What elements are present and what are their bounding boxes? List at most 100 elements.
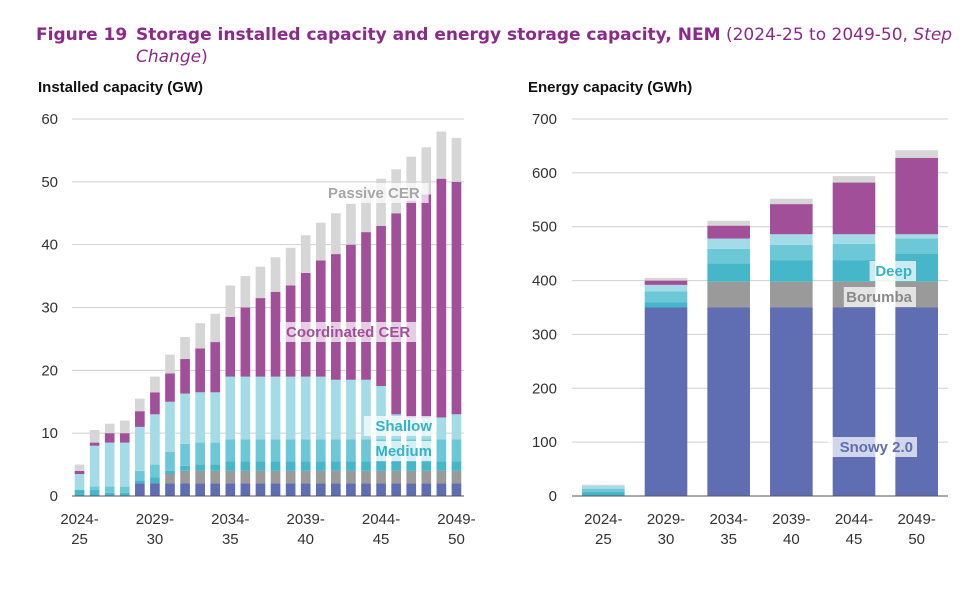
y-tick-label: 600 — [532, 165, 557, 182]
segment-snowy-2-0-2034-35 — [225, 483, 236, 496]
segment-snowy-2-0-2035-36 — [240, 483, 251, 496]
segment-borumba-2036-37 — [255, 470, 266, 484]
segment-borumba-2043-44 — [361, 470, 371, 484]
segment-medium-2046-47 — [406, 461, 417, 471]
segment-coordinated-cer-2031-32 — [180, 359, 190, 394]
segment-medium-2029-30 — [644, 291, 688, 303]
bar-2049-50 — [451, 137, 462, 496]
segment-snowy-2-0-2033-34 — [210, 483, 221, 496]
segment-snowy-2-0-2028-29 — [135, 483, 145, 496]
segment-medium-2035-36 — [240, 461, 251, 471]
segment-passive-cer-2029-30 — [150, 376, 160, 393]
panel-title: Installed capacity (GW) — [38, 79, 203, 96]
segment-borumba-2047-48 — [421, 470, 432, 484]
bar-2039-40 — [300, 235, 311, 496]
segment-passive-cer-2046-47 — [406, 156, 417, 201]
y-tick-label: 200 — [532, 380, 557, 397]
segment-medium-2041-42 — [331, 461, 341, 471]
segment-snowy-2-0-2049-50 — [895, 307, 938, 496]
segment-passive-cer-2027-28 — [119, 420, 130, 434]
segment-shallow-2030-31 — [165, 401, 175, 453]
energy-capacity-chart: Energy capacity (GWh) 0 100 200 300 400 500 600… — [528, 79, 948, 548]
segment-snowy-2-0-2046-47 — [406, 483, 417, 496]
segment-shallow-2039-40 — [300, 376, 311, 440]
segment-borumba-2041-42 — [331, 470, 341, 484]
segment-snowy-2-0-2029-30 — [150, 483, 160, 496]
segment-snowy-2-0-2031-32 — [180, 483, 190, 496]
segment-passive-cer-2034-35 — [225, 285, 236, 317]
bar-2034-35 — [707, 220, 750, 496]
segment-shallow-2042-43 — [346, 379, 356, 440]
segment-medium-2043-44 — [361, 461, 371, 471]
segment-passive-cer-2043-44 — [361, 188, 371, 233]
x-tick-label: 2029- — [647, 511, 685, 528]
series-label: Borumba — [846, 289, 912, 306]
x-tick-label: 2039- — [287, 511, 325, 528]
segment-medium-2036-37 — [255, 461, 266, 471]
segment-shallow-2036-37 — [255, 376, 266, 440]
y-tick-label: 30 — [41, 300, 58, 317]
segment-snowy-2-0-2032-33 — [195, 483, 205, 496]
x-tick-label: 2029- — [136, 511, 174, 528]
segment-medium-2039-40 — [300, 461, 311, 471]
segment-passive-cer-2028-29 — [135, 398, 145, 412]
series-label: Snowy 2.0 — [840, 439, 913, 456]
bar-2037-38 — [270, 257, 281, 496]
segment-coordinated-cer-2045-46 — [391, 213, 401, 415]
segment-coordinated-cer-2026-27 — [104, 433, 115, 443]
segment-medium-light--2031-32 — [180, 443, 190, 466]
segment-medium-light--2029-30 — [150, 464, 160, 478]
segment-medium-light--2038-39 — [285, 439, 296, 462]
segment-medium-light--2043-44 — [361, 439, 371, 462]
label-backdrop — [322, 183, 429, 203]
x-tick-label: 2034- — [709, 511, 747, 528]
segment-medium-light--2042-43 — [346, 439, 356, 462]
bar-2032-33 — [195, 323, 205, 496]
segment-shallow-2027-28 — [119, 442, 130, 487]
segment-borumba-2033-34 — [210, 470, 221, 484]
label-backdrop — [843, 287, 916, 307]
bar-2026-27 — [104, 423, 115, 496]
label-backdrop — [280, 322, 421, 342]
segment-coordinated-cer-2043-44 — [361, 232, 371, 380]
segment-borumba-2046-47 — [406, 470, 417, 484]
x-tick-label: 2034- — [211, 511, 249, 528]
segment-coordinated-cer-2049-50 — [451, 181, 462, 415]
segment-snowy-2-0-2041-42 — [331, 483, 341, 496]
segment-coordinated-cer-2034-35 — [225, 316, 236, 377]
segment-medium-light--2032-33 — [195, 442, 205, 465]
segment-passive-cer-2035-36 — [240, 276, 251, 308]
series-label: Passive CER — [328, 185, 420, 202]
segment-snowy-2-0-2047-48 — [421, 483, 432, 496]
segment-medium-2037-38 — [270, 461, 281, 471]
segment-snowy-2-0-2038-39 — [285, 483, 296, 496]
segment-coordinated-cer-2032-33 — [195, 348, 205, 393]
bar-2028-29 — [135, 398, 145, 496]
segment-coordinated-cer-2030-31 — [165, 373, 175, 402]
segment-coordinated-cer-2042-43 — [346, 244, 356, 380]
y-tick-label: 700 — [532, 111, 557, 128]
x-tick-label: 40 — [783, 531, 800, 548]
segment-medium-2049-50 — [895, 238, 938, 254]
segment-shallow-2033-34 — [210, 392, 221, 443]
x-tick-label: 40 — [297, 531, 314, 548]
segment-medium-light--2025-26 — [89, 486, 100, 490]
x-tick-label: 2049- — [437, 511, 475, 528]
segment-snowy-2-0-2044-45 — [376, 483, 386, 496]
segment-medium-light--2034-35 — [225, 439, 236, 462]
segment-borumba-2045-46 — [391, 470, 401, 484]
segment-shallow-2029-30 — [150, 414, 160, 465]
segment-passive-cer-2039-40 — [770, 198, 813, 205]
x-tick-label: 30 — [658, 531, 675, 548]
segment-deep-2029-30 — [644, 302, 688, 308]
segment-snowy-2-0-2040-41 — [315, 483, 326, 496]
figure-scenario: Step — [913, 25, 953, 45]
segment-medium-2026-27 — [104, 492, 115, 496]
segment-passive-cer-2029-30 — [644, 277, 688, 281]
segment-coordinated-cer-2025-26 — [89, 442, 100, 446]
segment-borumba-2039-40 — [300, 470, 311, 484]
segment-medium-light--2048-49 — [436, 439, 447, 462]
segment-coordinated-cer-2029-30 — [644, 280, 688, 285]
segment-passive-cer-2034-35 — [707, 220, 750, 226]
segment-borumba-2049-50 — [451, 470, 462, 484]
